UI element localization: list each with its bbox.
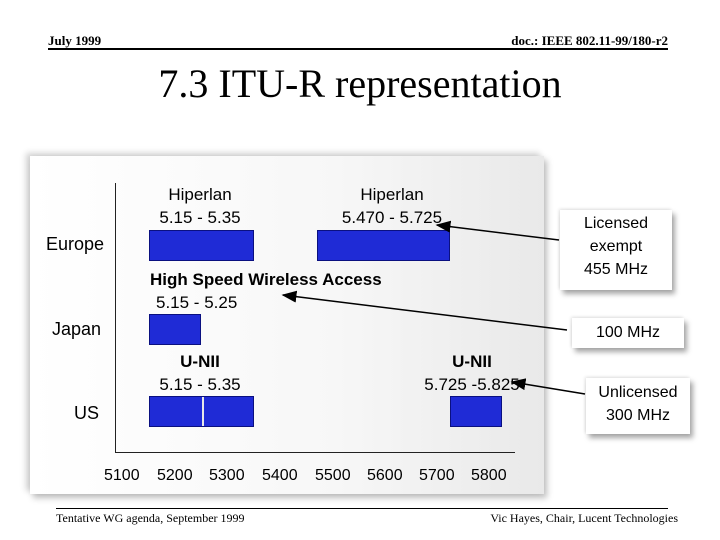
europe-high-band-bar [316,230,451,261]
europe-low-band-label: Hiperlan 5.15 - 5.35 [140,183,260,229]
japan-band-range: 5.15 - 5.25 [156,293,238,312]
licensed-exempt-total: 455 MHz [583,261,649,278]
us-low-band-bar [149,396,254,427]
frequency-axis-vertical [115,183,116,453]
axis-tick-label: 5300 [209,467,245,484]
europe-low-band-bar [149,230,254,261]
axis-tick-label: 5800 [471,467,507,484]
unlicensed-total: 300 MHz [605,407,671,424]
axis-tick-label: 5400 [262,467,298,484]
us-high-band-label: U-NII 5.725 -5.825 [412,350,532,396]
unlicensed-line1: Unlicensed [598,384,678,401]
us-low-band-label: U-NII 5.15 - 5.35 [150,350,250,396]
header-date: July 1999 [48,33,102,48]
footer-left: Tentative WG agenda, September 1999 [56,511,245,525]
region-us: US [74,403,100,423]
us-high-band-name: U-NII [452,352,492,371]
footer-right: Vic Hayes, Chair, Lucent Technologies [490,511,678,525]
us-high-band-bar [450,396,503,427]
arrow-to-japan-band [281,290,568,331]
unlicensed-box: Unlicensed 300 MHz [586,378,690,434]
slide-title: 7.3 ITU-R representation [158,61,562,106]
us-low-band-range: 5.15 - 5.35 [159,375,241,394]
japan-total-box: 100 MHz [572,318,684,348]
arrow-to-us-high-band [510,378,586,395]
licensed-exempt-line2: exempt [589,238,643,255]
us-high-band-range: 5.725 -5.825 [424,375,520,394]
japan-total: 100 MHz [595,324,661,341]
header-rule [48,48,668,50]
europe-low-band-name: Hiperlan [168,185,232,204]
axis-tick-label: 5200 [157,467,193,484]
japan-band-bar [149,314,202,345]
licensed-exempt-box: Licensed exempt 455 MHz [560,210,672,290]
region-europe: Europe [46,234,105,254]
arrow-to-europe-high-band [435,220,560,241]
japan-band-label: High Speed Wireless Access 5.15 - 5.25 [150,268,382,314]
axis-tick-label: 5600 [367,467,403,484]
region-japan: Japan [52,319,102,339]
frequency-axis [115,452,515,453]
us-low-band-name: U-NII [180,352,220,371]
header-doc-id: doc.: IEEE 802.11-99/180-r2 [511,33,668,48]
axis-tick-label: 5100 [104,467,140,484]
japan-band-name: High Speed Wireless Access [150,270,382,289]
axis-tick-label: 5500 [315,467,351,484]
axis-tick-label: 5700 [419,467,455,484]
europe-high-band-label: Hiperlan 5.470 - 5.725 [322,183,462,229]
europe-high-band-range: 5.470 - 5.725 [341,208,443,227]
us-low-band-divider [202,397,205,426]
europe-high-band-name: Hiperlan [360,185,424,204]
footer-rule [56,508,668,509]
licensed-exempt-line1: Licensed [583,215,649,232]
europe-low-band-range: 5.15 - 5.35 [159,208,241,227]
